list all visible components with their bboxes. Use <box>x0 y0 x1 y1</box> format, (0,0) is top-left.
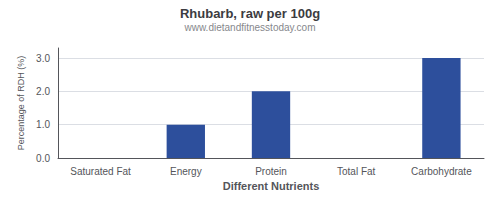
svg-text:Protein: Protein <box>255 166 287 177</box>
svg-text:Different Nutrients: Different Nutrients <box>223 180 320 192</box>
svg-text:0.0: 0.0 <box>36 153 50 164</box>
svg-text:1.0: 1.0 <box>36 119 50 130</box>
svg-text:Carbohydrate: Carbohydrate <box>411 166 472 177</box>
svg-text:Total Fat: Total Fat <box>337 166 376 177</box>
svg-text:Energy: Energy <box>170 166 202 177</box>
svg-text:3.0: 3.0 <box>36 53 50 64</box>
svg-text:2.0: 2.0 <box>36 86 50 97</box>
svg-text:www.dietandfitnesstoday.com: www.dietandfitnesstoday.com <box>184 22 316 33</box>
svg-text:Rhubarb, raw per 100g: Rhubarb, raw per 100g <box>180 6 320 21</box>
svg-text:Saturated Fat: Saturated Fat <box>70 166 131 177</box>
svg-text:Percentage of RDH (%): Percentage of RDH (%) <box>16 56 26 151</box>
